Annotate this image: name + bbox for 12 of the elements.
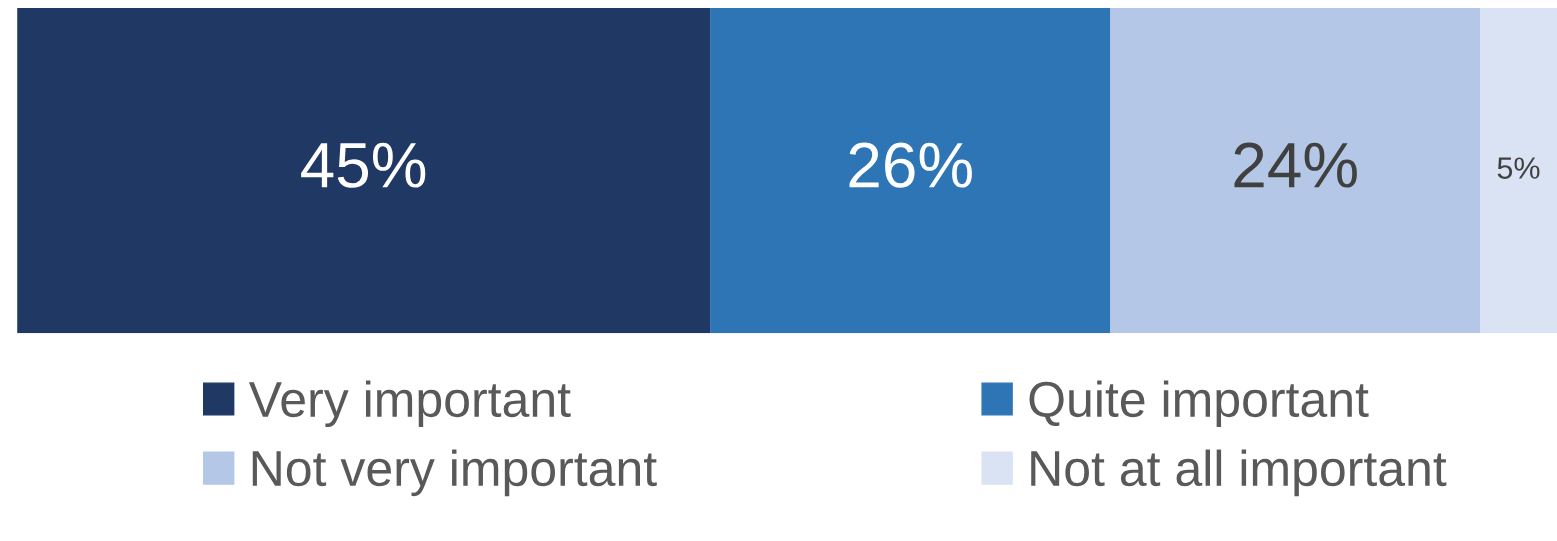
data-label: 45% — [301, 142, 426, 188]
data-label: 5% — [1497, 157, 1540, 179]
data-label: 26% — [849, 142, 972, 188]
legend-label: Not very important — [252, 449, 657, 497]
legend-label: Very important — [248, 380, 571, 428]
legend-label: Quite important — [1029, 380, 1369, 428]
bar — [710, 8, 1111, 334]
bar — [17, 8, 711, 334]
data-label: 24% — [1234, 142, 1357, 188]
bar — [1480, 8, 1557, 334]
bar — [1110, 8, 1481, 334]
legend-label: Not at all important — [1031, 449, 1447, 497]
